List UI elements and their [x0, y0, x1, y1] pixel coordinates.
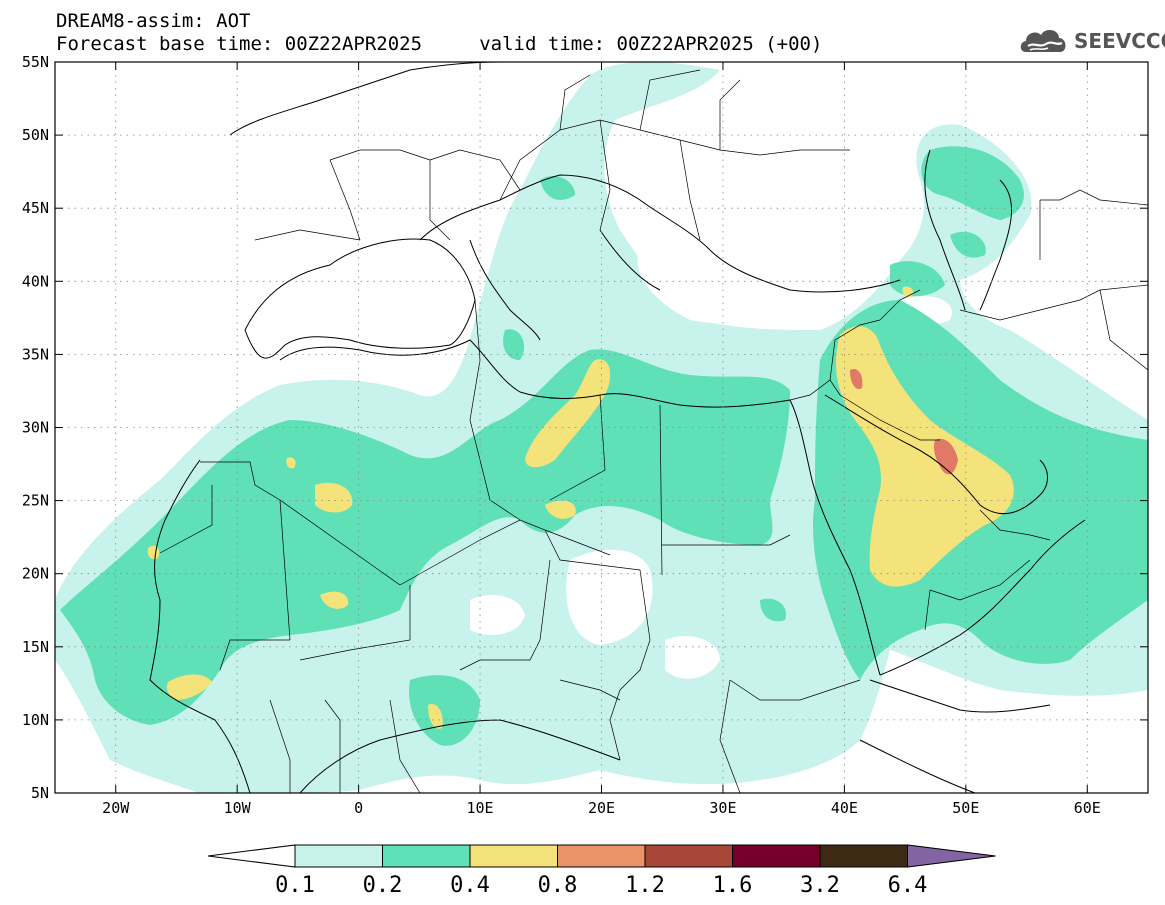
aot-region-moderate [503, 329, 525, 360]
aot-region-high [428, 704, 443, 729]
colorbar-segment [382, 844, 471, 868]
aot-region-high [545, 500, 576, 519]
aot-region-moderate [950, 231, 986, 258]
colorbar-segment [557, 844, 646, 868]
colorbar-over-arrow [907, 844, 996, 868]
aot-region-high [166, 674, 212, 700]
colorbar-label: 0.8 [538, 873, 578, 898]
lon-tick-label: 20W [102, 799, 130, 817]
country-borders [159, 69, 1148, 793]
aot-region-high [835, 326, 1014, 587]
lon-tick-label: 10E [467, 799, 494, 817]
seevccc-logo: SEEVCCC [1018, 24, 1165, 58]
lat-tick-label: 15N [22, 638, 49, 656]
coastlines [149, 62, 1086, 793]
logo-text: SEEVCCC [1074, 29, 1165, 53]
aot-region-moderate [921, 146, 1024, 220]
lat-tick-label: 25N [22, 492, 49, 510]
lon-tick-label: 60E [1074, 799, 1101, 817]
lat-tick-label: 40N [22, 272, 49, 290]
lon-tick-label: 40E [831, 799, 858, 817]
lat-tick-label: 55N [22, 53, 49, 71]
aot-region-high [320, 591, 349, 609]
lon-tick-label: 0 [354, 799, 363, 817]
map-title: DREAM8-assim: AOT [56, 10, 251, 32]
lon-tick-label: 10W [224, 799, 252, 817]
aot-clear-patch [870, 700, 1148, 793]
map-ticks: 20W 10W 0 10E 20E 30E 40E 50E 60E 55N 50N 45N 40N 35N… [22, 53, 1148, 817]
lon-tick-label: 50E [952, 799, 979, 817]
lat-tick-label: 30N [22, 419, 49, 437]
lat-tick-label: 35N [22, 345, 49, 363]
lat-tick-label: 10N [22, 711, 49, 729]
lat-tick-label: 20N [22, 565, 49, 583]
aot-region-moderate [409, 675, 480, 746]
colorbar-label: 0.4 [450, 873, 490, 898]
colorbar-segment [819, 844, 908, 868]
aot-region-high [525, 359, 611, 468]
colorbar-segment [294, 844, 383, 868]
aot-region-high [286, 457, 296, 469]
lat-tick-label: 5N [31, 784, 49, 802]
aot-region-moderate [60, 349, 790, 725]
colorbar-label: 0.1 [275, 873, 315, 898]
colorbar-label: 1.6 [713, 873, 753, 898]
colorbar-under-arrow [207, 844, 296, 868]
aot-region-high [315, 482, 353, 513]
lat-tick-label: 50N [22, 126, 49, 144]
lat-tick-label: 45N [22, 199, 49, 217]
aot-region-moderate [540, 175, 575, 200]
aot-clear-patch [566, 549, 653, 645]
colorbar-segment [469, 844, 558, 868]
lon-tick-label: 20E [588, 799, 615, 817]
forecast-times: Forecast base time: 00Z22APR2025 valid t… [56, 33, 823, 55]
colorbar: 0.1 0.2 0.4 0.8 1.2 1.6 3.2 6.4 [207, 844, 996, 898]
colorbar-label: 0.2 [363, 873, 403, 898]
colorbar-segment [644, 844, 733, 868]
aot-region-moderate [760, 598, 786, 622]
aot-region-very-high [933, 438, 958, 475]
colorbar-segment [732, 844, 821, 868]
colorbar-label: 1.2 [625, 873, 665, 898]
cloud-logo-icon [1020, 29, 1066, 52]
aot-region-very-high [850, 369, 863, 390]
aot-clear-patch [637, 250, 820, 324]
aot-clear-patch [470, 595, 525, 635]
colorbar-label: 6.4 [888, 873, 928, 898]
lon-tick-label: 30E [709, 799, 736, 817]
colorbar-label: 3.2 [800, 873, 840, 898]
